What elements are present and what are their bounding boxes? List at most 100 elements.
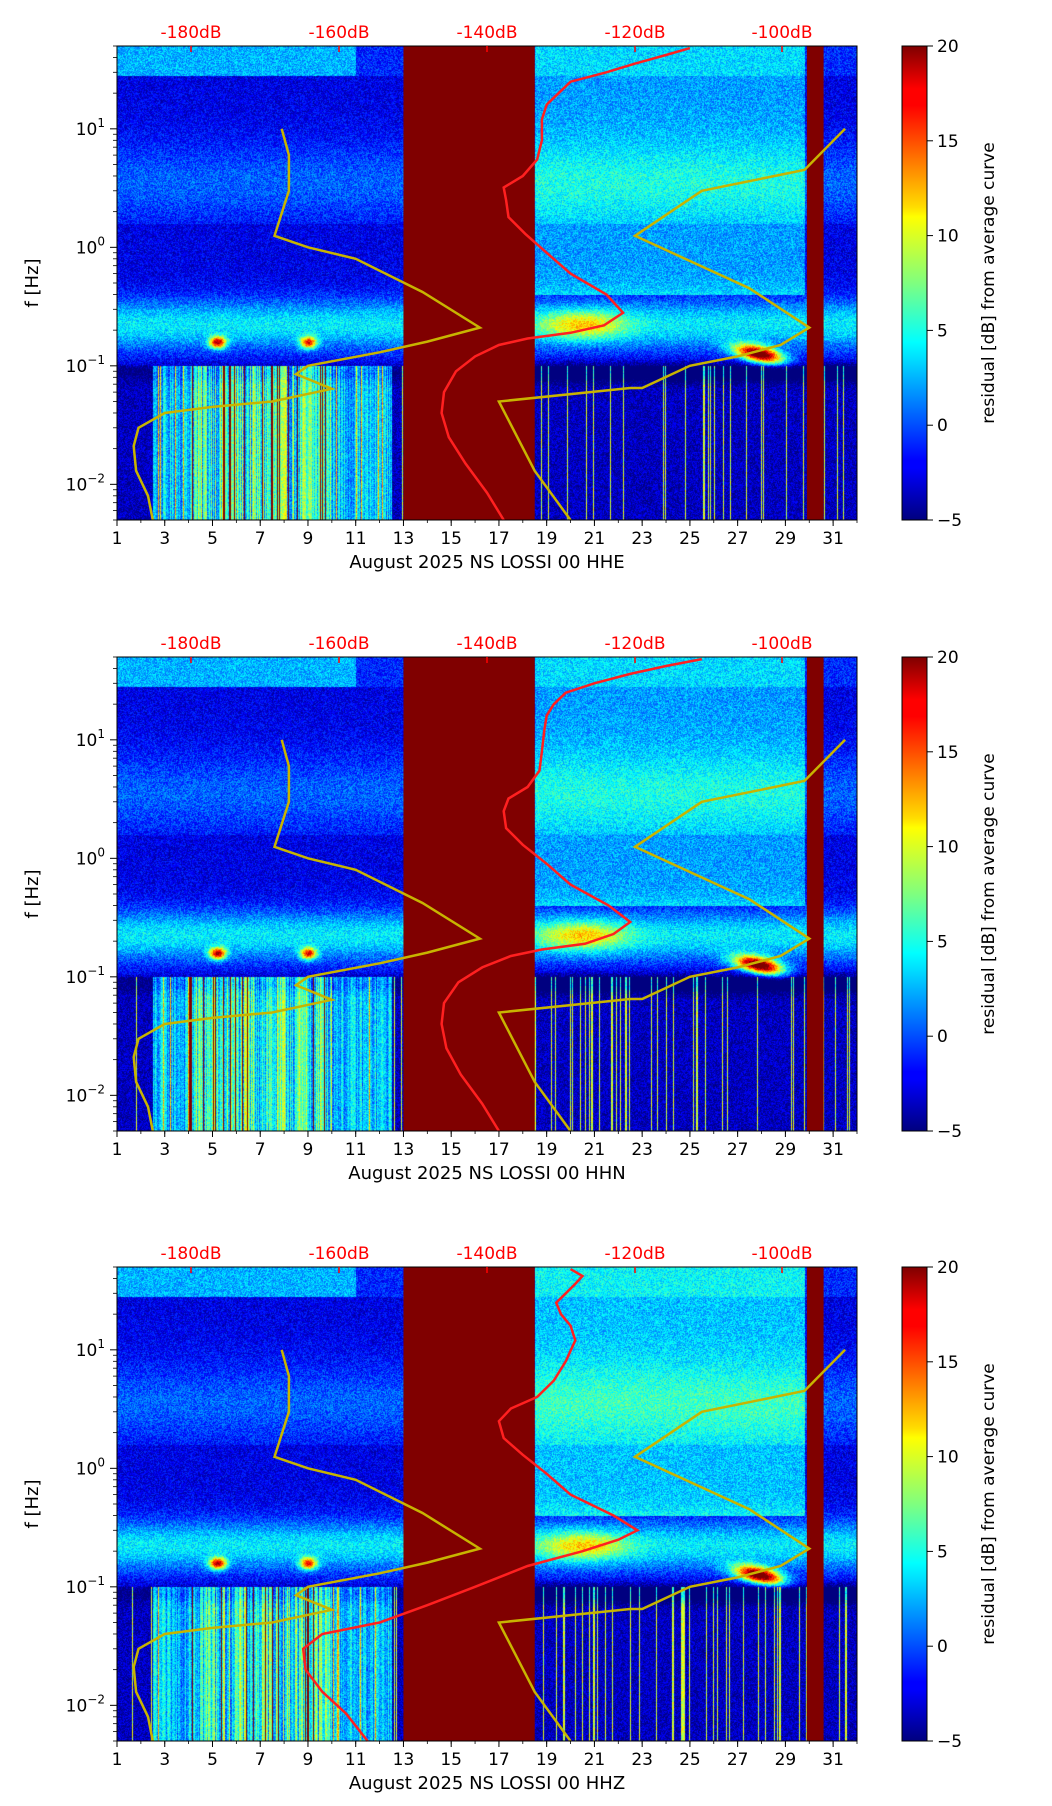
x-tick-label: 9 [303, 1750, 314, 1770]
x-tick-label: 3 [159, 1750, 170, 1770]
x-tick-label: 13 [393, 1750, 415, 1770]
colorbar-tick-label: 15 [937, 743, 959, 763]
x-tick-label: 21 [584, 529, 606, 549]
x-tick-label: 13 [393, 1140, 415, 1160]
x-tick-label: 1 [112, 1750, 123, 1770]
x-axis-label: August 2025 NS LOSSI 00 HHN [348, 1163, 625, 1184]
x-tick-label: 5 [207, 1140, 218, 1160]
x-tick-label: 29 [775, 529, 797, 549]
colorbar-tick-label: 5 [937, 1542, 948, 1562]
x-tick-label: 25 [679, 1140, 701, 1160]
olive-model-curve-left [132, 128, 483, 521]
colorbar-label: residual [dB] from average curve [979, 753, 999, 1034]
red-noise-curve [440, 46, 691, 521]
top-axis-label: -160dB [308, 1244, 369, 1264]
x-tick-label: 9 [303, 1140, 314, 1160]
colorbar-tick-label: 0 [937, 416, 948, 436]
olive-model-curve-right [496, 1348, 846, 1742]
nodata-band [403, 1267, 535, 1741]
x-tick-label: 7 [255, 1140, 266, 1160]
olive-model-curve-right [496, 738, 846, 1132]
y-tick-label: 100 [76, 1455, 105, 1479]
colorbar-tick-label: −5 [937, 1122, 962, 1142]
colorbar-tick-label: 20 [937, 1258, 959, 1278]
x-tick-label: 3 [159, 1140, 170, 1160]
colorbar [901, 1266, 928, 1742]
x-tick-label: 21 [584, 1750, 606, 1770]
x-tick-label: 31 [822, 529, 844, 549]
top-axis-label: -180dB [160, 1244, 221, 1264]
x-tick-label: 23 [631, 1140, 653, 1160]
y-tick-label: 10−1 [66, 964, 105, 988]
x-tick-label: 27 [727, 529, 749, 549]
colorbar-tick-label: 15 [937, 1353, 959, 1373]
colorbar-tick-label: 15 [937, 132, 959, 152]
top-axis-label: -180dB [160, 23, 221, 43]
x-tick-label: 15 [440, 1750, 462, 1770]
x-axis-label: August 2025 NS LOSSI 00 HHE [349, 552, 624, 573]
colorbar-tick-label: 10 [937, 838, 959, 858]
y-axis-label: f [Hz] [22, 258, 43, 307]
x-tick-label: 25 [679, 1750, 701, 1770]
top-axis-label: -100dB [751, 23, 812, 43]
olive-model-curve-left [132, 1349, 483, 1742]
x-tick-label: 5 [207, 529, 218, 549]
x-tick-label: 3 [159, 529, 170, 549]
x-axis-label: August 2025 NS LOSSI 00 HHZ [349, 1773, 625, 1794]
y-tick-label: 101 [76, 727, 105, 751]
colorbar-tick-label: −5 [937, 511, 962, 531]
olive-model-curve-right [496, 127, 846, 521]
x-tick-label: 17 [488, 529, 510, 549]
y-tick-label: 101 [76, 1337, 105, 1361]
colorbar-label: residual [dB] from average curve [979, 1363, 999, 1644]
colorbar-tick-label: 10 [937, 1448, 959, 1468]
x-tick-label: 5 [207, 1750, 218, 1770]
top-axis-label: -120dB [604, 23, 665, 43]
x-tick-label: 19 [536, 1750, 558, 1770]
colorbar-tick-label: 0 [937, 1027, 948, 1047]
x-tick-label: 7 [255, 1750, 266, 1770]
x-tick-label: 29 [775, 1750, 797, 1770]
top-axis-label: -120dB [604, 634, 665, 654]
olive-model-curve-left [132, 739, 483, 1132]
colorbar-tick-label: 20 [937, 648, 959, 668]
colorbar-tick-label: 0 [937, 1637, 948, 1657]
x-tick-label: 1 [112, 1140, 123, 1160]
y-axis-label: f [Hz] [22, 1479, 43, 1528]
x-tick-label: 13 [393, 529, 415, 549]
red-noise-curve [440, 657, 703, 1132]
y-tick-label: 101 [76, 116, 105, 140]
colorbar-tick-label: 10 [937, 227, 959, 247]
top-axis-label: -180dB [160, 634, 221, 654]
colorbar-label: residual [dB] from average curve [979, 142, 999, 423]
x-tick-label: 19 [536, 1140, 558, 1160]
red-noise-curve [301, 1268, 640, 1742]
x-tick-label: 27 [727, 1750, 749, 1770]
x-tick-label: 19 [536, 529, 558, 549]
top-axis-label: -120dB [604, 1244, 665, 1264]
y-tick-label: 10−1 [66, 1574, 105, 1598]
top-axis-label: -160dB [308, 23, 369, 43]
y-tick-label: 100 [76, 845, 105, 869]
x-tick-label: 23 [631, 1750, 653, 1770]
x-tick-label: 17 [488, 1750, 510, 1770]
colorbar [901, 45, 928, 521]
x-tick-label: 21 [584, 1140, 606, 1160]
x-tick-label: 31 [822, 1140, 844, 1160]
top-axis-label: -100dB [751, 1244, 812, 1264]
x-tick-label: 11 [345, 1140, 367, 1160]
colorbar-tick-label: 20 [937, 37, 959, 57]
x-tick-label: 11 [345, 1750, 367, 1770]
nodata-strip [806, 1267, 824, 1741]
y-tick-label: 10−2 [66, 1082, 105, 1106]
y-axis-label: f [Hz] [22, 869, 43, 918]
colorbar-tick-label: −5 [937, 1732, 962, 1752]
x-tick-label: 15 [440, 1140, 462, 1160]
x-tick-label: 25 [679, 529, 701, 549]
y-tick-label: 10−1 [66, 353, 105, 377]
top-axis-label: -140dB [456, 634, 517, 654]
